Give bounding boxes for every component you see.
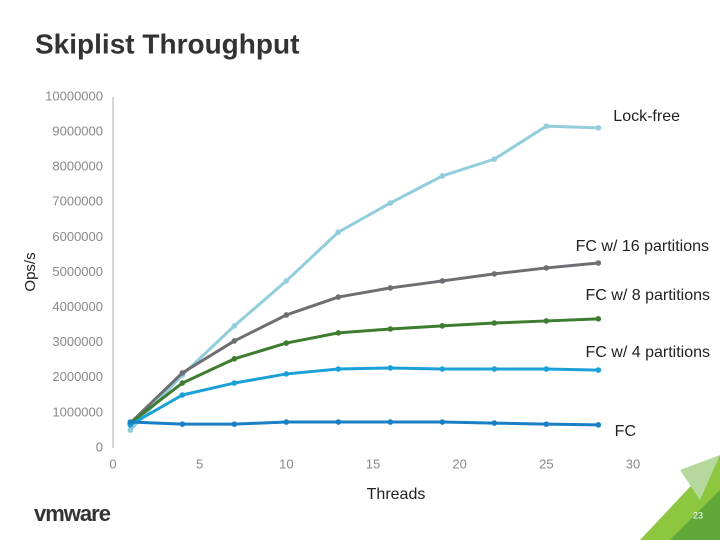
y-axis-label: Ops/s <box>22 252 39 291</box>
data-point <box>231 421 238 427</box>
data-point <box>387 200 394 206</box>
data-point <box>335 366 342 372</box>
series-label: FC w/ 16 partitions <box>576 238 709 255</box>
data-point <box>491 366 498 372</box>
data-point <box>387 365 394 371</box>
data-point <box>127 419 134 425</box>
y-tick-label: 8000000 <box>52 159 103 174</box>
data-point <box>439 366 446 372</box>
data-point <box>439 323 446 329</box>
data-point <box>283 278 290 284</box>
data-point <box>543 366 550 372</box>
y-tick-label: 7000000 <box>52 194 103 209</box>
data-point <box>439 278 446 284</box>
data-point <box>335 229 342 235</box>
series-line <box>129 124 599 432</box>
data-point <box>595 367 602 373</box>
data-point <box>491 271 498 277</box>
y-tick-label: 4000000 <box>52 299 103 314</box>
data-point <box>387 326 394 332</box>
data-point <box>491 320 498 326</box>
y-tick-label: 5000000 <box>52 264 103 279</box>
y-tick-label: 10000000 <box>45 88 103 103</box>
data-point <box>387 419 394 425</box>
data-point <box>595 125 602 131</box>
data-point <box>283 312 290 318</box>
data-point <box>439 173 446 179</box>
corner-decoration <box>640 455 720 540</box>
series-line <box>129 317 599 425</box>
series-line <box>130 420 599 427</box>
series-label: FC <box>615 423 636 440</box>
logo: vmware <box>34 501 111 526</box>
data-point <box>491 420 498 426</box>
data-point <box>231 380 238 386</box>
data-point <box>231 338 238 344</box>
x-tick-label: 20 <box>452 456 466 471</box>
data-point <box>387 285 394 291</box>
data-point <box>179 370 186 376</box>
series-line <box>129 366 599 427</box>
x-tick-label: 30 <box>626 456 640 471</box>
series-label: Lock-free <box>613 108 680 125</box>
data-point <box>543 421 550 427</box>
data-point <box>543 123 550 129</box>
data-point <box>491 156 498 162</box>
page-number: 23 <box>693 510 703 520</box>
y-tick-label: 3000000 <box>52 334 103 349</box>
data-point <box>335 419 342 425</box>
data-point <box>283 340 290 346</box>
y-tick-label: 1000000 <box>52 404 103 419</box>
data-point <box>595 260 602 266</box>
data-point <box>335 294 342 300</box>
y-tick-label: 2000000 <box>52 369 103 384</box>
data-point <box>335 330 342 336</box>
data-point <box>231 356 238 362</box>
y-tick-label: 0 <box>96 439 103 454</box>
series-label: FC w/ 8 partitions <box>586 287 710 304</box>
data-point <box>439 419 446 425</box>
data-point <box>127 427 134 433</box>
data-point <box>179 392 186 398</box>
x-tick-label: 25 <box>539 456 553 471</box>
series-label: FC w/ 4 partitions <box>586 344 710 361</box>
x-axis-label: Threads <box>367 486 426 503</box>
chart-title: Skiplist Throughput <box>35 28 299 59</box>
data-point <box>283 371 290 377</box>
series-line <box>129 261 599 425</box>
x-tick-label: 15 <box>366 456 380 471</box>
data-point <box>179 421 186 427</box>
x-tick-label: 5 <box>196 456 203 471</box>
x-tick-label: 10 <box>279 456 293 471</box>
data-point <box>231 323 238 329</box>
x-tick-label: 0 <box>109 456 116 471</box>
data-point <box>543 318 550 324</box>
data-point <box>595 316 602 322</box>
data-point <box>595 422 602 428</box>
y-tick-label: 6000000 <box>52 229 103 244</box>
data-point <box>543 265 550 271</box>
data-point <box>283 419 290 425</box>
data-point <box>179 380 186 386</box>
y-tick-label: 9000000 <box>52 124 103 139</box>
